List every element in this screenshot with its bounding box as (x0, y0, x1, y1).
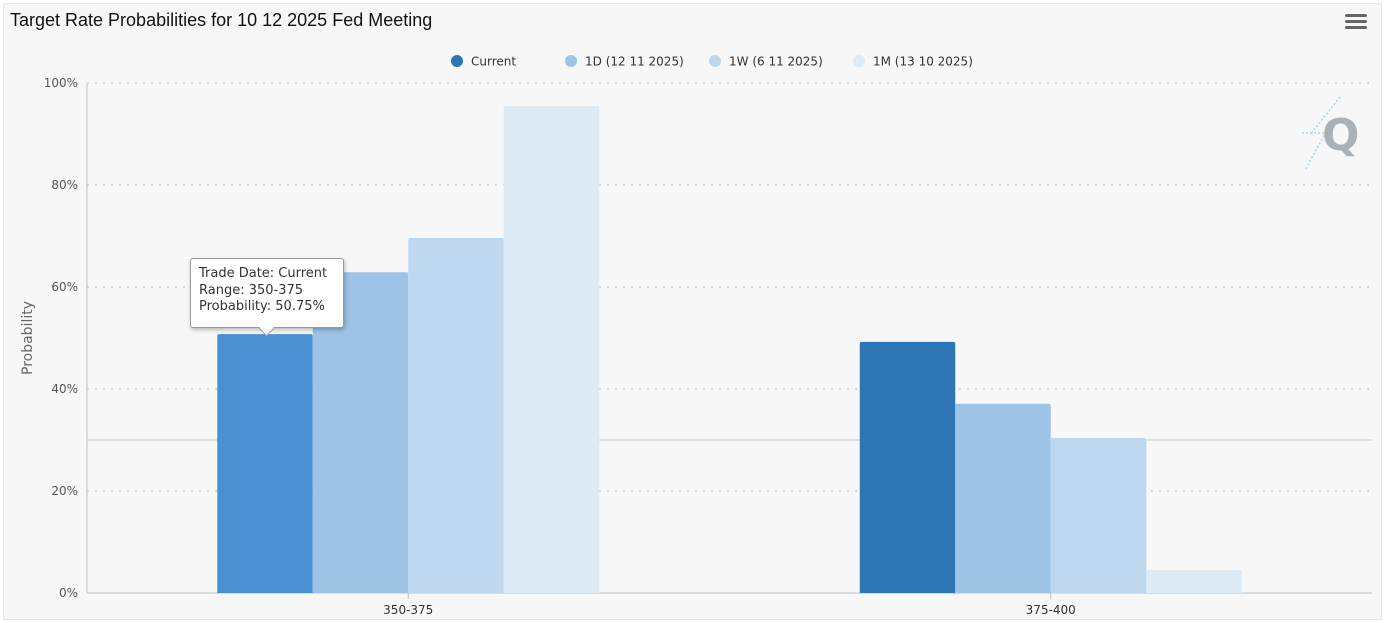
y-axis-title: Probability (20, 301, 36, 375)
bar (503, 105, 600, 593)
tooltip-probability: Probability: 50.75% (199, 299, 325, 314)
bar (312, 272, 409, 593)
tooltip: Trade Date: Current Range: 350-375 Proba… (190, 258, 344, 337)
bar (217, 334, 313, 593)
legend-marker (451, 55, 463, 67)
hamburger-menu-icon[interactable] (1345, 14, 1367, 32)
x-tick-label: 375-400 (1026, 603, 1076, 617)
y-tick-label: 80% (51, 178, 78, 192)
x-tick-label: 350-375 (383, 603, 433, 617)
y-tick-label: 100% (44, 76, 78, 90)
tooltip-trade-date: Trade Date: Current (199, 266, 328, 281)
legend-label: 1D (12 11 2025) (585, 55, 684, 69)
y-tick-label: 20% (51, 484, 78, 498)
bar (955, 403, 1051, 593)
bar (1050, 437, 1147, 593)
chart-title: Target Rate Probabilities for 10 12 2025… (10, 10, 433, 30)
y-tick-label: 60% (51, 280, 78, 294)
legend-label: Current (471, 55, 516, 69)
svg-text:Q: Q (1322, 110, 1359, 161)
legend-label: 1M (13 10 2025) (873, 55, 973, 69)
legend-marker (853, 55, 865, 67)
y-tick-label: 0% (59, 586, 78, 600)
q-logo-icon: Q (1302, 96, 1359, 170)
legend-marker (565, 55, 577, 67)
legend-label: 1W (6 11 2025) (729, 55, 823, 69)
y-tick-label: 40% (51, 382, 78, 396)
tooltip-range: Range: 350-375 (199, 282, 304, 298)
bar (408, 238, 504, 594)
legend-marker (709, 55, 721, 67)
bar (1146, 570, 1242, 593)
bar (859, 341, 956, 593)
